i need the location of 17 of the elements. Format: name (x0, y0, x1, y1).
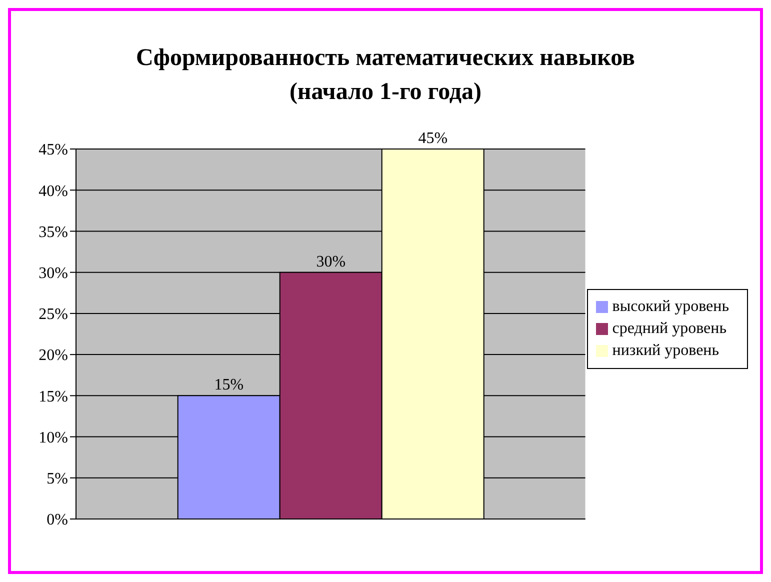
data-label: 15% (214, 376, 244, 394)
y-tick-label: 20% (38, 347, 68, 364)
y-tick-label: 45% (38, 142, 68, 159)
y-tick-label: 0% (46, 512, 68, 529)
y-tick-label: 10% (38, 429, 68, 446)
legend-label: низкий уровень (612, 342, 720, 359)
legend-label: высокий уровень (612, 298, 729, 315)
y-tick-label: 35% (38, 224, 68, 241)
y-tick-label: 25% (38, 306, 68, 324)
y-tick-label: 15% (38, 388, 68, 406)
y-tick-label: 5% (46, 470, 68, 488)
data-label: 30% (316, 253, 346, 270)
y-tick-label: 40% (38, 182, 68, 200)
data-label: 45% (418, 130, 448, 147)
y-tick-label: 30% (38, 265, 68, 282)
legend-label: средний уровень (612, 320, 727, 337)
chart-title: Сформированность математических навыков (начало 1-го года) (135, 44, 636, 107)
